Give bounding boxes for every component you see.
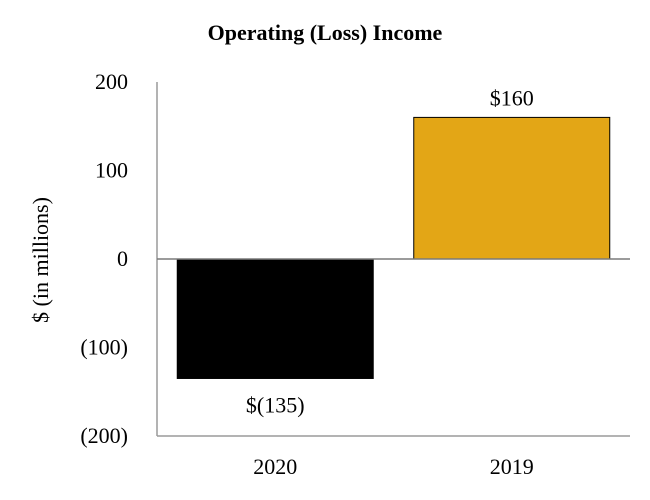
y-axis-label: $ (in millions) xyxy=(28,197,53,323)
data-label-2020: $(135) xyxy=(246,392,305,417)
x-tick-label-2020: 2020 xyxy=(253,454,297,479)
y-tick-label: 0 xyxy=(117,246,128,271)
y-tick-label: 100 xyxy=(95,158,128,183)
x-tick-label-2019: 2019 xyxy=(490,454,534,479)
plot-area: 200 100 0 (100) (200) $(135) 2020 $160 2019 xyxy=(80,69,630,479)
bar-2019 xyxy=(413,116,611,260)
bar-2020 xyxy=(176,258,374,379)
y-tick-label: (200) xyxy=(80,423,128,448)
y-tick-label: 200 xyxy=(95,69,128,94)
chart-title: Operating (Loss) Income xyxy=(208,20,443,45)
y-tick-label: (100) xyxy=(80,335,128,360)
data-label-2019: $160 xyxy=(490,85,534,110)
